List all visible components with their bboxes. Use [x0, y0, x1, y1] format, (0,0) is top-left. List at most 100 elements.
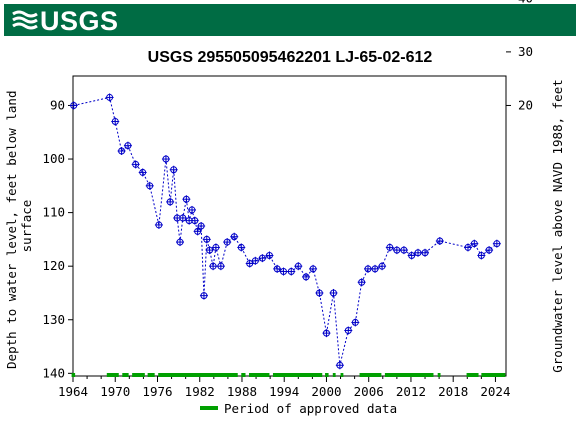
x-tick-label: 2006 — [354, 384, 384, 399]
data-point — [315, 288, 324, 297]
data-point — [211, 243, 220, 252]
legend: Period of approved data — [200, 401, 397, 416]
data-point — [111, 117, 120, 126]
data-point — [216, 262, 225, 271]
data-point — [470, 239, 479, 248]
usgs-banner: USGS — [4, 4, 576, 36]
approved-period-bar — [106, 373, 119, 377]
data-point — [202, 235, 211, 244]
data-point — [485, 246, 494, 255]
data-point — [182, 195, 191, 204]
approved-period-bar — [158, 373, 238, 377]
data-point — [193, 227, 202, 236]
x-tick-label: 1988 — [227, 384, 257, 399]
x-tick-label: 1970 — [100, 384, 130, 399]
approved-period-bar — [122, 373, 129, 377]
data-point — [199, 291, 208, 300]
x-tick-label: 2024 — [480, 384, 510, 399]
data-point — [378, 262, 387, 271]
data-point — [265, 251, 274, 260]
y-tick-label: 130 — [42, 312, 65, 327]
data-point — [169, 165, 178, 174]
data-point — [492, 239, 501, 248]
data-point — [230, 232, 239, 241]
data-point — [302, 272, 311, 281]
data-point — [463, 243, 472, 252]
data-point — [385, 243, 394, 252]
usgs-logo-text: USGS — [40, 6, 119, 36]
data-point — [245, 259, 254, 268]
data-point — [69, 101, 78, 110]
y-tick-label: 110 — [42, 205, 65, 220]
data-point — [161, 155, 170, 164]
approved-period-bars — [71, 373, 506, 377]
data-point — [344, 326, 353, 335]
data-point — [251, 256, 260, 265]
data-point — [209, 262, 218, 271]
data-point — [187, 205, 196, 214]
usgs-logo-icon — [12, 10, 38, 30]
y-axis-label: Depth to water level, feet below land su… — [4, 83, 34, 369]
data-point — [145, 181, 154, 190]
y-tick-label: 140 — [42, 365, 65, 380]
data-point — [105, 93, 114, 102]
data-point — [477, 251, 486, 260]
data-point — [357, 278, 366, 287]
y-axis-label-line-1: Depth to water level, feet below land — [4, 91, 19, 369]
data-point — [413, 248, 422, 257]
data-point — [190, 216, 199, 225]
y-tick-label: 100 — [42, 151, 65, 166]
data-point — [399, 246, 408, 255]
legend-label: Period of approved data — [224, 401, 397, 416]
y-axis-right: 706050403020 — [506, 0, 533, 112]
approved-period-bar — [340, 373, 344, 377]
y-tick-label: 90 — [50, 97, 65, 112]
x-tick-label: 1982 — [185, 384, 215, 399]
approved-period-bar — [325, 373, 329, 377]
data-point — [273, 264, 282, 273]
data-point — [435, 237, 444, 245]
data-point — [138, 168, 147, 177]
data-point — [117, 147, 126, 155]
data-point — [351, 318, 360, 327]
data-point — [364, 264, 373, 273]
data-point — [154, 220, 163, 229]
approved-period-bar — [241, 373, 246, 377]
data-point — [279, 267, 288, 276]
data-points — [69, 93, 501, 370]
data-point — [197, 222, 206, 230]
data-point — [309, 264, 318, 273]
x-tick-label: 1964 — [58, 384, 88, 399]
data-point — [123, 141, 132, 150]
y-axis-label-line-2: surface — [19, 200, 34, 253]
data-point — [322, 329, 331, 338]
y2-axis-label: Groundwater level above NAVD 1988, feet — [550, 79, 565, 373]
x-tick-label: 2000 — [311, 384, 341, 399]
data-point — [371, 264, 380, 273]
approved-period-bar — [249, 373, 270, 377]
data-point — [131, 160, 140, 169]
data-point — [205, 246, 214, 255]
data-point — [294, 262, 303, 271]
y2-tick-label: 20 — [518, 97, 533, 112]
approved-period-bar — [71, 373, 76, 377]
data-point — [166, 197, 175, 206]
data-point — [237, 243, 246, 252]
series-connector — [73, 96, 498, 366]
y-tick-label: 120 — [42, 258, 65, 273]
data-point — [287, 267, 296, 276]
data-point — [335, 361, 344, 370]
y2-tick-label: 30 — [518, 44, 533, 59]
x-tick-label: 1994 — [269, 384, 299, 399]
data-point — [421, 248, 430, 257]
series-line — [73, 96, 498, 366]
approved-period-bar — [481, 373, 506, 377]
approved-period-bar — [466, 373, 479, 377]
data-point — [178, 213, 187, 222]
approved-period-bar — [272, 373, 323, 377]
approved-period-bar — [332, 373, 336, 377]
approved-period-bar — [147, 373, 155, 377]
x-axis: 1964 1970 1976 1982 1988 1994 2000 2006 2012 2018… — [58, 376, 510, 399]
legend-swatch — [200, 406, 218, 410]
